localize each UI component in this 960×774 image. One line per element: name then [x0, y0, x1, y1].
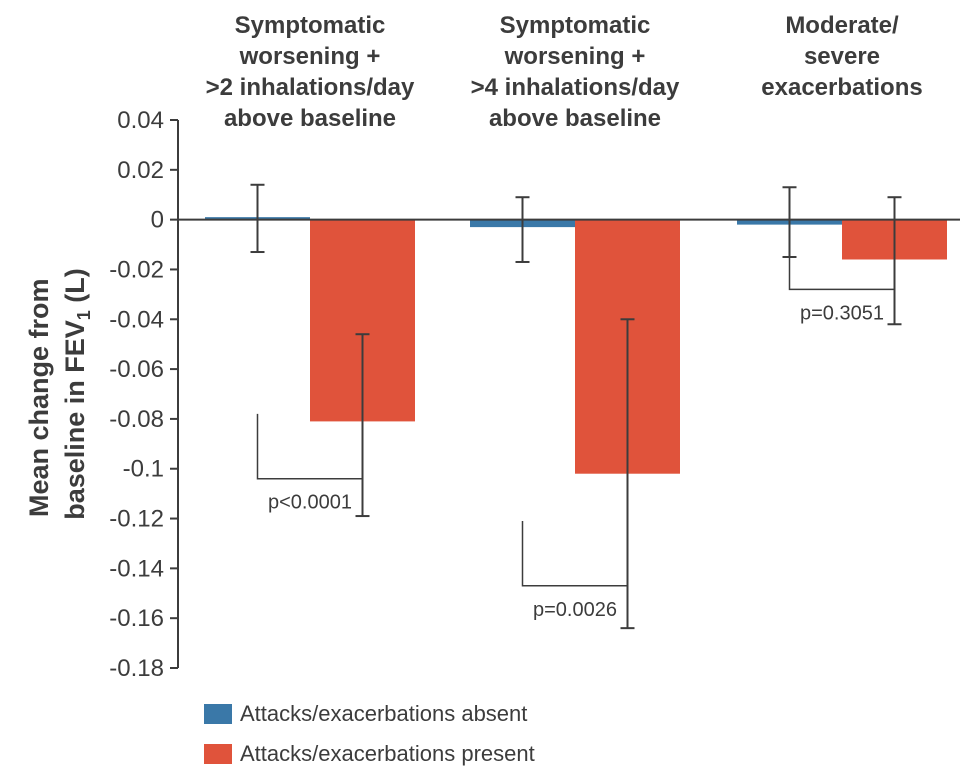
- category-label-line: Moderate/: [785, 12, 899, 39]
- p-value-brackets: p<0.0001 p=0.0026 p=0.3051: [256, 224, 896, 629]
- category-label-line: exacerbations: [761, 74, 922, 101]
- category-label-line: worsening +: [239, 43, 381, 70]
- category-label-line: >2 inhalations/day: [206, 74, 415, 101]
- category-label-line: Symptomatic: [500, 12, 651, 39]
- p-value-bracket: [256, 413, 364, 517]
- y-tick-label: 0: [151, 207, 164, 234]
- y-tick-label: -0.06: [109, 356, 164, 383]
- legend-item-present: Attacks/exacerbations present: [204, 734, 535, 774]
- p-value-label: p=0.3051: [800, 302, 884, 324]
- bars: [178, 183, 960, 630]
- y-axis-title: Mean change from baseline in FEV1 (L): [24, 268, 94, 520]
- category-label-line: severe: [804, 43, 880, 70]
- category-label: Symptomatic worsening + >4 inhalations/day…: [471, 12, 680, 132]
- p-value-label: p<0.0001: [268, 492, 352, 514]
- y-tick-label: 0.02: [117, 157, 164, 184]
- y-tick-label: -0.02: [109, 256, 164, 283]
- legend-swatch-present: [204, 744, 232, 764]
- y-axis: 0.04 0.02 0 -0.02 -0.04 -0.06 -0.08 -0.1 -0.12 -0…: [109, 107, 179, 682]
- legend-label-present: Attacks/exacerbations present: [240, 741, 535, 766]
- y-tick-label: -0.16: [109, 605, 164, 632]
- y-tick-label: -0.08: [109, 406, 164, 433]
- y-axis-title-line2: baseline in FEV1 (L): [60, 268, 94, 520]
- y-tick-label: -0.18: [109, 655, 164, 682]
- category-label-line: above baseline: [224, 105, 396, 132]
- category-label-line: above baseline: [489, 105, 661, 132]
- y-tick-label: -0.1: [123, 456, 164, 483]
- y-tick-label: -0.12: [109, 506, 164, 533]
- legend-item-absent: Attacks/exacerbations absent: [204, 694, 535, 734]
- category-labels: Symptomatic worsening + >2 inhalations/day…: [206, 12, 923, 132]
- y-tick-label: -0.14: [109, 555, 164, 582]
- category-label: Symptomatic worsening + >2 inhalations/day…: [206, 12, 415, 132]
- y-tick-label: -0.04: [109, 306, 164, 333]
- y-axis-title-line1: Mean change from: [24, 278, 54, 517]
- y-tick-label: 0.04: [117, 107, 164, 134]
- p-value-bracket: [521, 521, 629, 629]
- p-value-bracket: [788, 224, 896, 325]
- p-value-label: p=0.0026: [533, 599, 617, 621]
- legend-label-absent: Attacks/exacerbations absent: [240, 701, 528, 726]
- category-label-line: >4 inhalations/day: [471, 74, 680, 101]
- category-label: Moderate/severe exacerbations: [761, 12, 922, 101]
- category-label-line: Symptomatic: [235, 12, 386, 39]
- legend-swatch-absent: [204, 704, 232, 724]
- legend: Attacks/exacerbations absent Attacks/exa…: [204, 694, 535, 774]
- category-label-line: worsening +: [504, 43, 646, 70]
